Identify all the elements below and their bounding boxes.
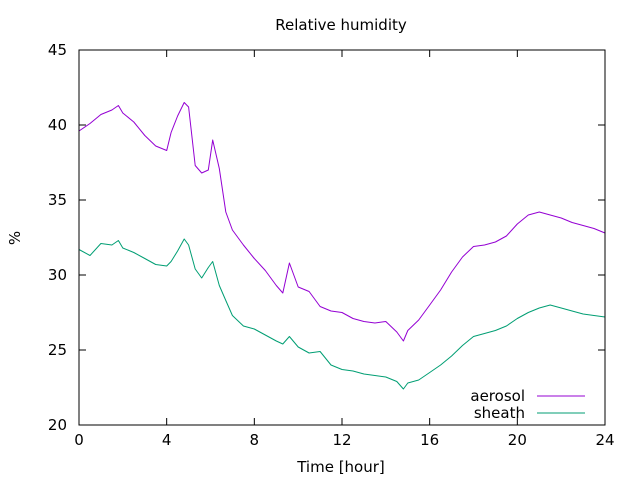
x-tick-label: 0: [74, 431, 84, 449]
series-line-sheath: [78, 238, 606, 390]
y-tick-label: 45: [48, 41, 67, 59]
y-axis-label: %: [6, 231, 24, 245]
legend-label-aerosol: aerosol: [470, 387, 525, 405]
y-tick-label: 20: [48, 416, 67, 434]
series-line-aerosol: [78, 102, 606, 342]
x-tick-label: 12: [332, 431, 351, 449]
y-tick-label: 25: [48, 341, 67, 359]
x-tick-label: 16: [420, 431, 439, 449]
x-tick-label: 20: [508, 431, 527, 449]
series-lines: [78, 102, 606, 390]
x-axis-label: Time [hour]: [296, 458, 385, 476]
y-tick-label: 30: [48, 266, 67, 284]
y-tick-label: 40: [48, 116, 67, 134]
legend-label-sheath: sheath: [474, 404, 525, 422]
axis-ticks: 0 4 8 12 16 20 24 20 25 30 35 40 45: [48, 41, 615, 449]
x-tick-label: 4: [162, 431, 172, 449]
chart-title: Relative humidity: [275, 16, 407, 34]
y-tick-label: 35: [48, 191, 67, 209]
plot-frame: [78, 49, 606, 426]
x-tick-label: 8: [250, 431, 260, 449]
x-tick-label: 24: [595, 431, 614, 449]
